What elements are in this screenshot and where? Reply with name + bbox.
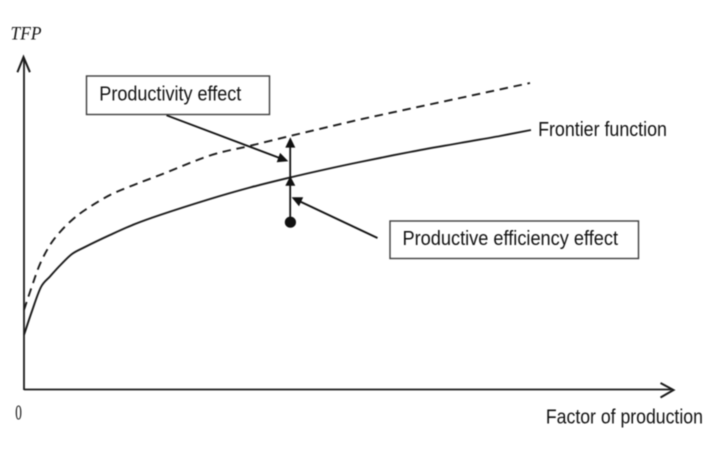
svg-text:Frontier function: Frontier function (538, 119, 667, 141)
svg-text:TFP: TFP (11, 25, 42, 45)
svg-text:Factor of production: Factor of production (546, 406, 703, 428)
svg-text:0: 0 (15, 400, 22, 424)
svg-text:Productivity effect: Productivity effect (99, 83, 241, 105)
svg-text:Productive efficiency effect: Productive efficiency effect (403, 228, 619, 250)
